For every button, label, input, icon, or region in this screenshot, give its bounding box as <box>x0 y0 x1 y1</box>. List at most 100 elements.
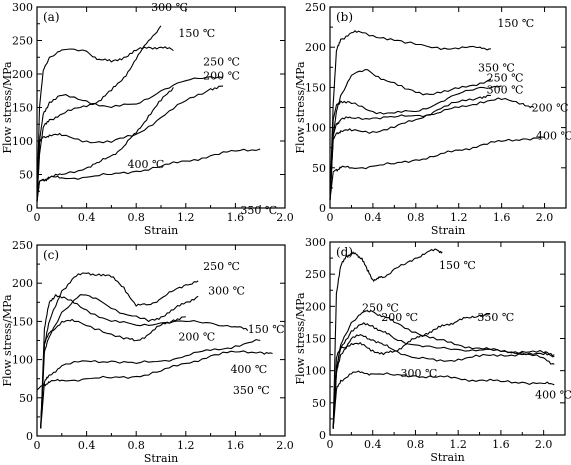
y-tick-label: 300 <box>12 1 33 14</box>
x-tick-label: 1.6 <box>227 211 245 224</box>
series-line <box>36 148 261 202</box>
y-tick-label: 50 <box>19 169 33 182</box>
x-tick-label: 1.6 <box>492 438 510 451</box>
y-tick-label: 150 <box>12 315 33 328</box>
y-tick-label: 150 <box>305 333 326 346</box>
x-tick-label: 2.0 <box>535 438 553 451</box>
series-label: 250 ℃ <box>203 55 240 68</box>
y-tick-label: 250 <box>12 35 33 48</box>
x-tick-label: 1.2 <box>177 211 195 224</box>
x-tick-label: 0 <box>34 439 41 452</box>
series-label: 400 ℃ <box>230 363 267 376</box>
y-tick-label: 100 <box>305 365 326 378</box>
x-tick-label: 2.0 <box>536 211 554 224</box>
series-label: 400 ℃ <box>535 388 571 401</box>
series-label: 200 ℃ <box>203 69 240 82</box>
y-tick-label: 150 <box>12 102 33 115</box>
x-tick-label: 0.4 <box>364 211 382 224</box>
x-tick-label: 1.2 <box>449 438 467 451</box>
series-label: 150 ℃ <box>439 259 476 272</box>
y-tick-label: 0 <box>319 202 326 215</box>
x-tick-label: 2.0 <box>276 211 294 224</box>
y-tick-label: 0 <box>26 430 33 443</box>
series-line <box>36 25 162 202</box>
y-tick-label: 250 <box>12 239 33 252</box>
y-tick-label: 250 <box>305 268 326 281</box>
series-line <box>332 370 555 429</box>
y-axis-label: Flow stress/MPa <box>294 292 307 385</box>
series-line <box>36 46 174 202</box>
series-label: 300 ℃ <box>401 367 438 380</box>
x-tick-label: 0.8 <box>127 211 145 224</box>
x-tick-label: 0 <box>327 211 334 224</box>
y-tick-label: 100 <box>12 354 33 367</box>
series-line <box>329 85 502 201</box>
series-line <box>329 97 535 201</box>
x-tick-label: 1.6 <box>493 211 511 224</box>
x-tick-label: 1.6 <box>227 439 245 452</box>
series-line <box>332 334 555 429</box>
panel-label: (c) <box>43 248 59 262</box>
panel-label: (d) <box>336 245 353 259</box>
y-tick-label: 100 <box>305 122 326 135</box>
y-tick-label: 250 <box>305 1 326 14</box>
series-label: 400 ℃ <box>536 130 571 143</box>
series-label: 150 ℃ <box>248 323 285 336</box>
panel-c: 0 0.4 0.8 1.2 1.6 2.0 0 50 100 150 200 250 Strain Flo… <box>1 239 294 465</box>
series-line <box>332 313 491 429</box>
y-axis-label: Flow stress/MPa <box>294 61 307 154</box>
series-line <box>36 87 174 202</box>
y-tick-label: 300 <box>305 236 326 249</box>
x-tick-label: 0.4 <box>364 438 382 451</box>
plot-frame <box>36 244 286 437</box>
y-tick-label: 0 <box>319 429 326 442</box>
series-line <box>329 136 545 201</box>
series-label: 400 ℃ <box>128 158 165 171</box>
series-label: 250 ℃ <box>362 301 399 314</box>
series-line <box>332 248 443 429</box>
y-tick-label: 100 <box>12 135 33 148</box>
y-tick-label: 0 <box>26 202 33 215</box>
series-label: 250 ℃ <box>203 260 240 273</box>
series-label: 150 ℃ <box>178 27 215 40</box>
series-line <box>329 69 492 201</box>
panel-label: (b) <box>336 10 353 24</box>
series-line <box>40 316 186 429</box>
series-line <box>40 294 199 429</box>
x-tick-label: 0.4 <box>78 439 96 452</box>
y-tick-label: 200 <box>305 41 326 54</box>
series-label: 250 ℃ <box>487 71 524 84</box>
panel-a: 0 0.4 0.8 1.2 1.6 2.0 0 50 100 150 200 250 300 Strain… <box>1 1 294 237</box>
x-tick-label: 0 <box>34 211 41 224</box>
x-axis-label: Strain <box>144 452 178 465</box>
series-label: 200 ℃ <box>532 102 569 115</box>
y-tick-label: 50 <box>312 397 326 410</box>
series-line <box>329 30 491 201</box>
series-label: 200 ℃ <box>381 311 418 324</box>
panel-label: (a) <box>43 10 60 24</box>
series-line <box>332 322 555 429</box>
x-tick-label: 0 <box>327 438 334 451</box>
x-tick-label: 0.8 <box>407 211 425 224</box>
y-tick-label: 50 <box>19 392 33 405</box>
y-tick-label: 200 <box>12 68 33 81</box>
series-line <box>36 76 224 202</box>
y-axis-label: Flow stress/MPa <box>1 294 14 387</box>
y-tick-label: 150 <box>305 81 326 94</box>
series-label: 300 ℃ <box>487 83 524 96</box>
y-tick-label: 200 <box>305 300 326 313</box>
y-tick-label: 50 <box>312 162 326 175</box>
x-tick-label: 1.2 <box>177 439 195 452</box>
series-label: 200 ℃ <box>178 331 215 344</box>
series-label: 350 ℃ <box>477 311 514 324</box>
series-label: 150 ℃ <box>497 17 534 30</box>
x-tick-label: 2.0 <box>276 439 294 452</box>
series-label: 350 ℃ <box>478 61 515 74</box>
series-line <box>40 339 261 429</box>
series-line <box>40 294 249 429</box>
x-axis-label: Strain <box>144 224 178 237</box>
x-axis-label: Strain <box>431 224 465 237</box>
series-line <box>332 310 555 429</box>
panel-d: 0 0.4 0.8 1.2 1.6 2.0 0 50 100 150 200 250 300 Strain… <box>294 236 571 464</box>
